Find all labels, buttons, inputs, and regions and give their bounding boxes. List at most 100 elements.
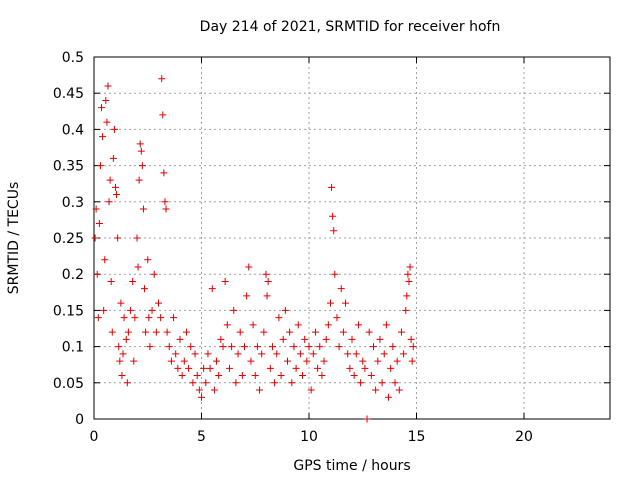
y-tick-label: 0.5 — [62, 50, 84, 66]
data-point — [299, 372, 307, 380]
data-point — [92, 205, 100, 213]
data-point — [241, 343, 248, 351]
data-point — [352, 350, 360, 358]
data-point — [123, 379, 131, 387]
x-tick-label: 20 — [515, 429, 533, 445]
data-point — [219, 343, 227, 351]
data-point — [292, 364, 300, 372]
data-point — [404, 270, 412, 278]
data-point — [189, 379, 197, 387]
data-point — [374, 357, 382, 365]
data-point — [161, 198, 169, 206]
data-point — [135, 176, 143, 184]
data-point — [104, 82, 112, 90]
data-point — [206, 364, 214, 372]
data-point — [119, 350, 127, 358]
data-point — [116, 357, 124, 365]
y-axis-label: SRMTID / TECUs — [6, 182, 22, 295]
data-point — [95, 220, 103, 228]
data-point — [370, 343, 377, 351]
data-point — [361, 364, 369, 372]
data-point — [163, 328, 171, 336]
data-point — [327, 299, 334, 307]
grid — [94, 57, 610, 419]
data-point — [262, 270, 270, 278]
data-point — [294, 321, 302, 329]
data-point — [204, 350, 212, 358]
data-point — [288, 379, 296, 387]
axis-ticks — [93, 56, 610, 420]
data-point — [314, 364, 322, 372]
data-point — [337, 285, 345, 293]
x-tick-label: 0 — [90, 429, 99, 445]
data-point — [406, 263, 414, 271]
data-point — [263, 292, 271, 300]
data-point — [318, 372, 326, 380]
data-point — [228, 343, 236, 351]
data-point — [200, 364, 208, 372]
data-point — [105, 198, 113, 206]
data-point — [268, 343, 276, 351]
data-point — [185, 364, 193, 372]
data-point — [221, 277, 229, 285]
data-point — [115, 343, 123, 351]
data-point — [117, 299, 125, 307]
data-point — [144, 256, 152, 264]
data-point — [158, 75, 166, 83]
data-point — [402, 306, 410, 314]
data-point — [301, 335, 309, 343]
chart-title: Day 214 of 2021, SRMTID for receiver hof… — [200, 19, 501, 35]
data-point — [380, 350, 388, 358]
x-tick-labels: 0 5 10 15 20 — [90, 429, 533, 445]
y-tick-label: 0.35 — [53, 159, 84, 175]
data-point — [266, 364, 274, 372]
data-point — [138, 162, 146, 170]
data-point — [127, 306, 135, 314]
data-point — [382, 321, 390, 329]
data-point — [114, 234, 122, 242]
data-point — [93, 270, 101, 278]
data-point — [178, 372, 186, 380]
data-point — [172, 350, 180, 358]
x-tick-label: 10 — [300, 429, 318, 445]
data-point — [393, 357, 401, 365]
data-point — [176, 335, 184, 343]
data-point — [279, 335, 287, 343]
data-point — [170, 314, 178, 322]
data-point — [376, 335, 384, 343]
data-point — [134, 263, 142, 271]
data-point — [296, 350, 304, 358]
data-point — [348, 335, 356, 343]
data-point — [159, 111, 167, 119]
data-point — [148, 306, 156, 314]
data-point — [331, 270, 339, 278]
data-point — [354, 321, 362, 329]
y-tick-label: 0.2 — [62, 267, 84, 283]
data-point — [403, 292, 411, 300]
data-point — [100, 306, 108, 314]
data-point — [264, 277, 272, 285]
data-point — [217, 335, 225, 343]
data-point — [236, 328, 244, 336]
data-point — [210, 386, 218, 394]
data-point — [350, 372, 358, 380]
data-point — [232, 379, 240, 387]
data-point — [107, 277, 115, 285]
data-point — [271, 379, 279, 387]
y-tick-label: 0.15 — [53, 303, 84, 319]
data-point — [249, 321, 257, 329]
data-point — [275, 314, 283, 322]
data-point — [238, 372, 246, 380]
data-point — [202, 379, 210, 387]
data-point — [215, 372, 223, 380]
data-point — [155, 299, 162, 307]
data-point — [389, 343, 397, 351]
data-point — [365, 328, 373, 336]
x-axis-label: GPS time / hours — [293, 458, 410, 474]
data-point — [311, 328, 319, 336]
data-point — [96, 162, 104, 170]
data-point — [256, 386, 264, 394]
data-point — [94, 314, 102, 322]
data-point — [407, 335, 415, 343]
